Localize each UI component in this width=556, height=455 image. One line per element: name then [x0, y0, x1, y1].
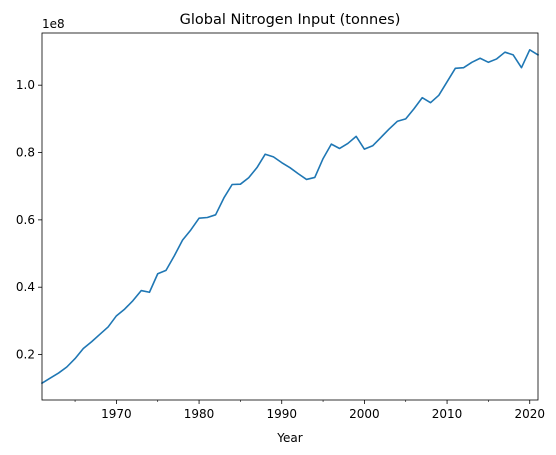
y-axis-ticks: 0.2 0.4 0.6 0.8 1.0 [16, 78, 42, 362]
x-tick-label: 1980 [184, 407, 215, 421]
x-tick-label: 2020 [514, 407, 545, 421]
y-tick-label: 1.0 [16, 78, 35, 92]
y-offset-label: 1e8 [42, 17, 65, 31]
y-tick-label: 0.8 [16, 146, 35, 160]
y-tick-label: 0.4 [16, 280, 35, 294]
y-tick-label: 0.2 [16, 348, 35, 362]
x-tick-label: 2010 [432, 407, 463, 421]
x-axis-label: Year [276, 431, 302, 445]
x-axis-ticks: 1970 1980 1990 2000 2010 2020 [74, 400, 545, 421]
x-tick-label: 1970 [101, 407, 132, 421]
series-layer [40, 49, 540, 385]
y-tick-label: 0.6 [16, 213, 35, 227]
x-tick-label: 2000 [349, 407, 380, 421]
plot-frame [41, 32, 539, 401]
x-tick-label: 1990 [266, 407, 297, 421]
series-line [40, 49, 540, 385]
chart-title: Global Nitrogen Input (tonnes) [180, 12, 401, 28]
